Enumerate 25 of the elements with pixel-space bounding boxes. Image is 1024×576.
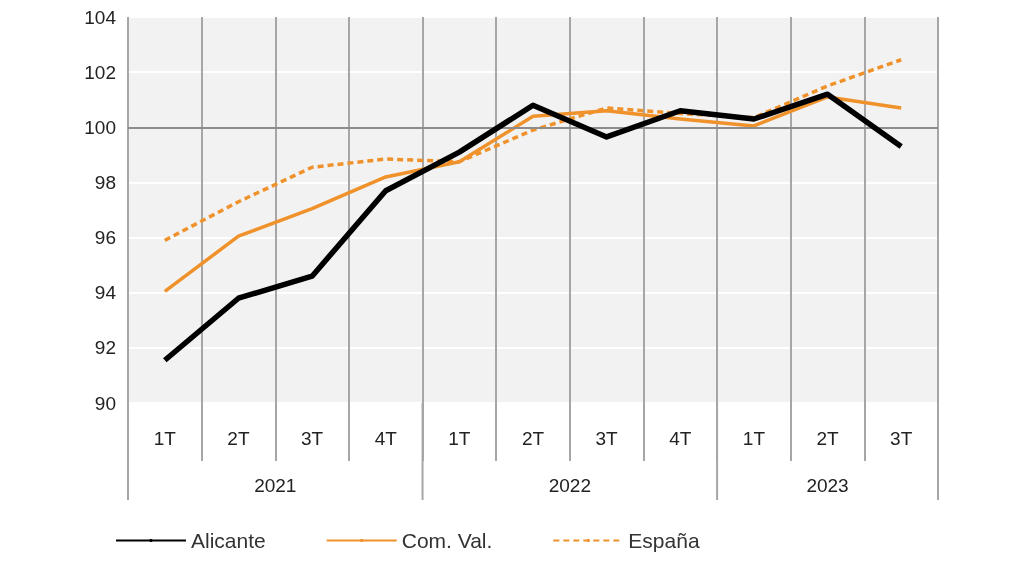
x-tick-label: 1T — [153, 428, 177, 449]
y-tick-label: 92 — [94, 337, 116, 359]
text: 2023 — [806, 474, 849, 496]
legend-label: España — [628, 529, 700, 552]
y-tick-label: 90 — [94, 392, 116, 414]
y-tick-label: 100 — [84, 116, 116, 138]
x-tick-label: 3T — [890, 428, 913, 449]
legend-label: Com. Val. — [401, 529, 493, 552]
x-tick-label: 2T — [227, 428, 250, 449]
text: 2022 — [548, 474, 591, 496]
text: 2021 — [254, 474, 297, 496]
x-tick-label: 2T — [816, 428, 840, 449]
x-tick-label: 3T — [301, 428, 324, 449]
x-tick-label: 4T — [374, 428, 398, 449]
legend-label: Alicante — [191, 529, 266, 552]
y-tick-label: 104 — [84, 6, 117, 28]
x-tick-label: 2T — [521, 428, 545, 449]
y-tick-label: 96 — [94, 227, 116, 249]
x-tick-label: 1T — [448, 428, 471, 449]
x-tick-label: 4T — [669, 428, 692, 449]
x-tick-label: 1T — [742, 428, 766, 449]
y-tick-label: 102 — [84, 61, 116, 83]
y-tick-label: 98 — [94, 171, 116, 193]
y-tick-label: 94 — [94, 282, 117, 304]
x-tick-label: 3T — [595, 428, 619, 449]
